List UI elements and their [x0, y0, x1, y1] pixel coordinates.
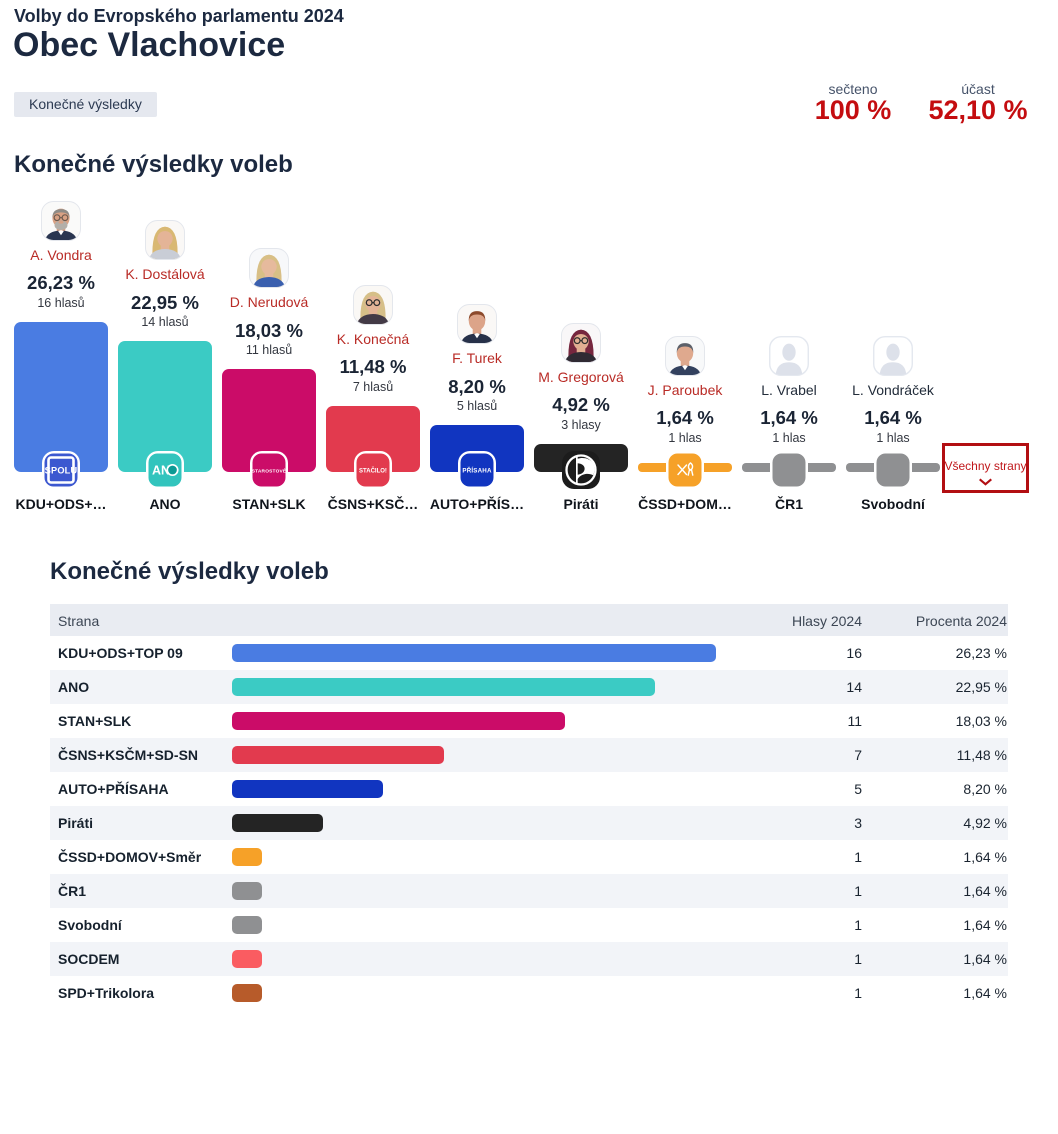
svg-text:STAROSTOVÉ: STAROSTOVÉ: [252, 467, 287, 475]
svg-text:PŘÍSAHA: PŘÍSAHA: [462, 467, 492, 475]
svg-text:SPOLU: SPOLU: [45, 466, 78, 476]
svg-text:AN: AN: [152, 464, 170, 478]
svg-text:STAČILO!: STAČILO!: [359, 468, 387, 475]
